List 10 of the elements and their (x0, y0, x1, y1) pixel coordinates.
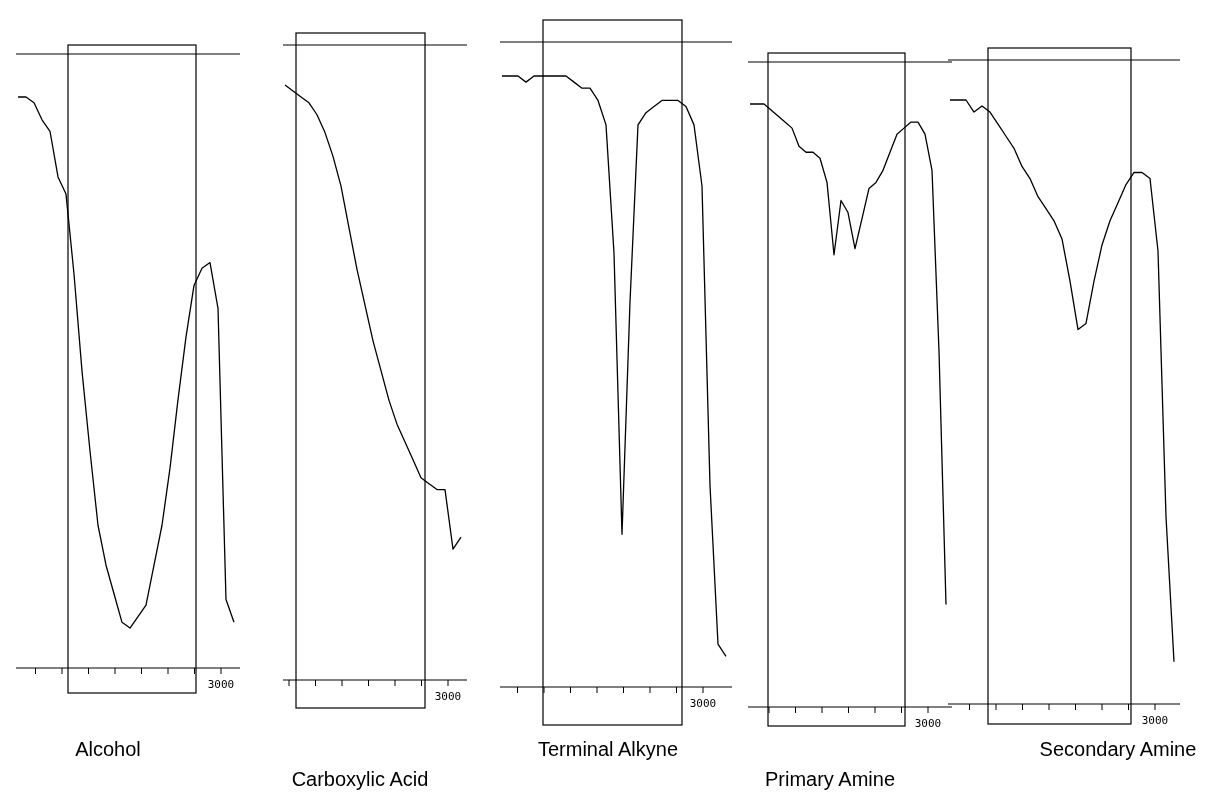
text: Secondary Amine (1039, 738, 1197, 760)
text: 3000 (434, 690, 462, 703)
text: Terminal Alkyne (537, 738, 679, 760)
text: Carboxylic Acid (291, 768, 429, 790)
text: 3000 (689, 697, 717, 710)
text: 3000 (1141, 714, 1169, 727)
text: Primary Amine (764, 768, 896, 790)
text: 3000 (914, 717, 942, 730)
text: 3000 (207, 678, 235, 691)
text: Alcohol (75, 738, 141, 760)
